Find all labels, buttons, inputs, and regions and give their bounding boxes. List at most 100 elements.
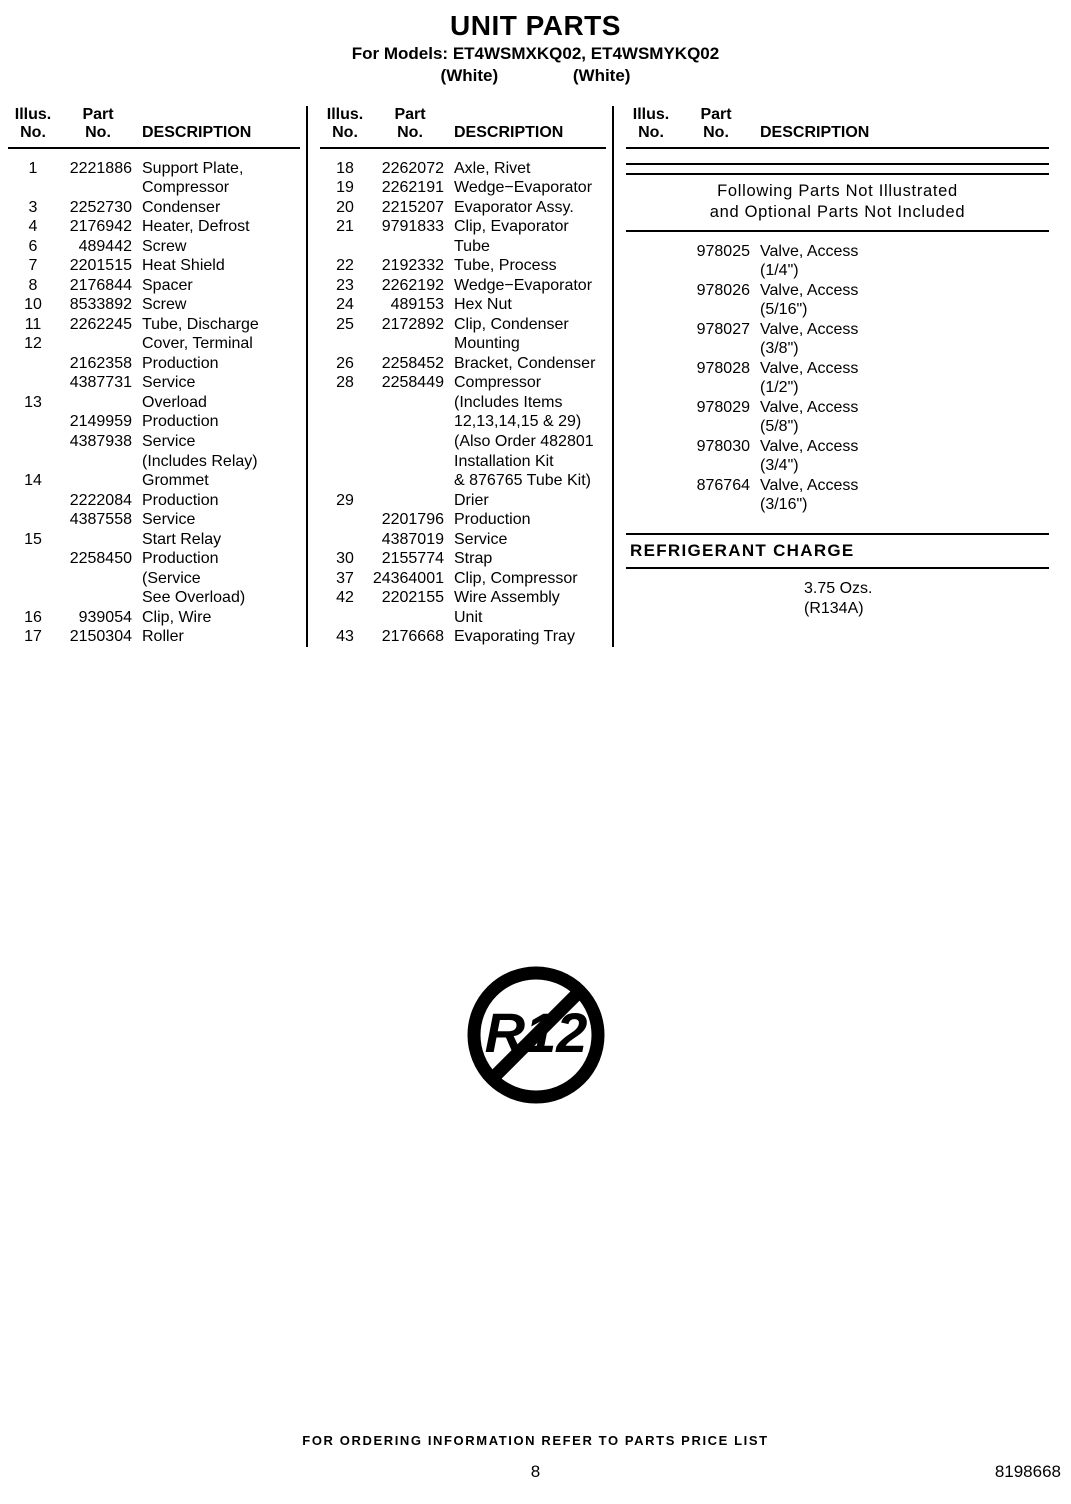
cell-illus: [626, 300, 676, 320]
cell-desc: Production: [450, 510, 606, 530]
cell-illus: 23: [320, 276, 370, 296]
cell-desc: Evaporating Tray: [450, 627, 606, 647]
cell-part: [370, 608, 450, 628]
cell-part: [58, 588, 138, 608]
table-row: 32252730Condenser: [8, 198, 300, 218]
cell-desc: (3/16"): [756, 495, 1049, 515]
table-row: 2222084Production: [8, 491, 300, 511]
cell-illus: [8, 432, 58, 452]
cell-part: 9791833: [370, 217, 450, 237]
cell-illus: 13: [8, 393, 58, 413]
cell-desc: Wedge−Evaporator: [450, 178, 606, 198]
cell-part: [676, 261, 756, 281]
column-header: Illus. No. Part No. DESCRIPTION: [626, 106, 1049, 149]
header-desc: DESCRIPTION: [756, 106, 1049, 143]
cell-illus: [626, 242, 676, 262]
cell-illus: [626, 476, 676, 496]
cell-illus: [8, 569, 58, 589]
table-row: 222192332Tube, Process: [320, 256, 606, 276]
cell-desc: Production: [138, 354, 300, 374]
table-row: (Also Order 482801: [320, 432, 606, 452]
cell-part: 2221886: [58, 159, 138, 179]
cell-illus: [320, 412, 370, 432]
cell-part: 2149959: [58, 412, 138, 432]
cell-desc: (Includes Items: [450, 393, 606, 413]
cell-part: 2192332: [370, 256, 450, 276]
cell-illus: 18: [320, 159, 370, 179]
cell-desc: Service: [138, 510, 300, 530]
cell-illus: 12: [8, 334, 58, 354]
color-left: (White): [441, 66, 499, 86]
cell-part: 4387731: [58, 373, 138, 393]
cell-desc: Bracket, Condenser: [450, 354, 606, 374]
cell-desc: Installation Kit: [450, 452, 606, 472]
table-row: (1/2"): [626, 378, 1049, 398]
cell-part: 978027: [676, 320, 756, 340]
table-row: (5/8"): [626, 417, 1049, 437]
table-row: 12,13,14,15 & 29): [320, 412, 606, 432]
cell-illus: [8, 373, 58, 393]
cell-illus: [626, 398, 676, 418]
cell-desc: Service: [138, 373, 300, 393]
cell-illus: 28: [320, 373, 370, 393]
cell-desc: Wire Assembly: [450, 588, 606, 608]
cell-desc: (1/2"): [756, 378, 1049, 398]
footer: FOR ORDERING INFORMATION REFER TO PARTS …: [0, 1433, 1071, 1484]
table-row: 4387558Service: [8, 510, 300, 530]
table-row: 12 Cover, Terminal: [8, 334, 300, 354]
cell-desc: Clip, Wire: [138, 608, 300, 628]
cell-illus: 3: [8, 198, 58, 218]
page-number: 8: [531, 1462, 540, 1482]
cell-illus: [626, 261, 676, 281]
cell-illus: [320, 452, 370, 472]
cell-part: [676, 456, 756, 476]
cell-illus: 21: [320, 217, 370, 237]
cell-illus: [626, 456, 676, 476]
cell-desc: Cover, Terminal: [138, 334, 300, 354]
table-row: Unit: [320, 608, 606, 628]
cell-illus: 10: [8, 295, 58, 315]
cell-illus: [320, 237, 370, 257]
table-row: 2201796Production: [320, 510, 606, 530]
cell-illus: 42: [320, 588, 370, 608]
cell-desc: Valve, Access: [756, 281, 1049, 301]
cell-desc: Support Plate,: [138, 159, 300, 179]
refrigerant-charge-label: REFRIGERANT CHARGE: [626, 533, 1049, 569]
cell-part: 978029: [676, 398, 756, 418]
table-row: 108533892Screw: [8, 295, 300, 315]
cell-part: 2202155: [370, 588, 450, 608]
cell-part: 489153: [370, 295, 450, 315]
cell-desc: Tube, Discharge: [138, 315, 300, 335]
cell-part: [676, 339, 756, 359]
cell-illus: 43: [320, 627, 370, 647]
cell-illus: 22: [320, 256, 370, 276]
table-row: 15Start Relay: [8, 530, 300, 550]
cell-desc: Heat Shield: [138, 256, 300, 276]
parts-column-1: Illus. No. Part No. DESCRIPTION 12221886…: [8, 106, 308, 647]
cell-desc: Condenser: [138, 198, 300, 218]
table-row: See Overload): [8, 588, 300, 608]
cell-part: 2155774: [370, 549, 450, 569]
cell-illus: [320, 530, 370, 550]
cell-part: 939054: [58, 608, 138, 628]
parts-columns: Illus. No. Part No. DESCRIPTION 12221886…: [0, 106, 1071, 647]
cell-illus: [8, 412, 58, 432]
table-row: 978025Valve, Access: [626, 242, 1049, 262]
table-row: Tube: [320, 237, 606, 257]
table-row: Compressor: [8, 178, 300, 198]
cell-part: 2176668: [370, 627, 450, 647]
table-row: 978030Valve, Access: [626, 437, 1049, 457]
color-line: (White) (White): [0, 66, 1071, 86]
cell-illus: [320, 393, 370, 413]
cell-desc: Valve, Access: [756, 398, 1049, 418]
cell-illus: [8, 178, 58, 198]
cell-part: 2262192: [370, 276, 450, 296]
table-row: 13 Overload: [8, 393, 300, 413]
cell-illus: [626, 495, 676, 515]
parts-column-3: Illus. No. Part No. DESCRIPTION Followin…: [614, 106, 1049, 619]
cell-part: 489442: [58, 237, 138, 257]
cell-part: 2258452: [370, 354, 450, 374]
cell-desc: Overload: [138, 393, 300, 413]
cell-part: 2201515: [58, 256, 138, 276]
cell-desc: Clip, Evaporator: [450, 217, 606, 237]
